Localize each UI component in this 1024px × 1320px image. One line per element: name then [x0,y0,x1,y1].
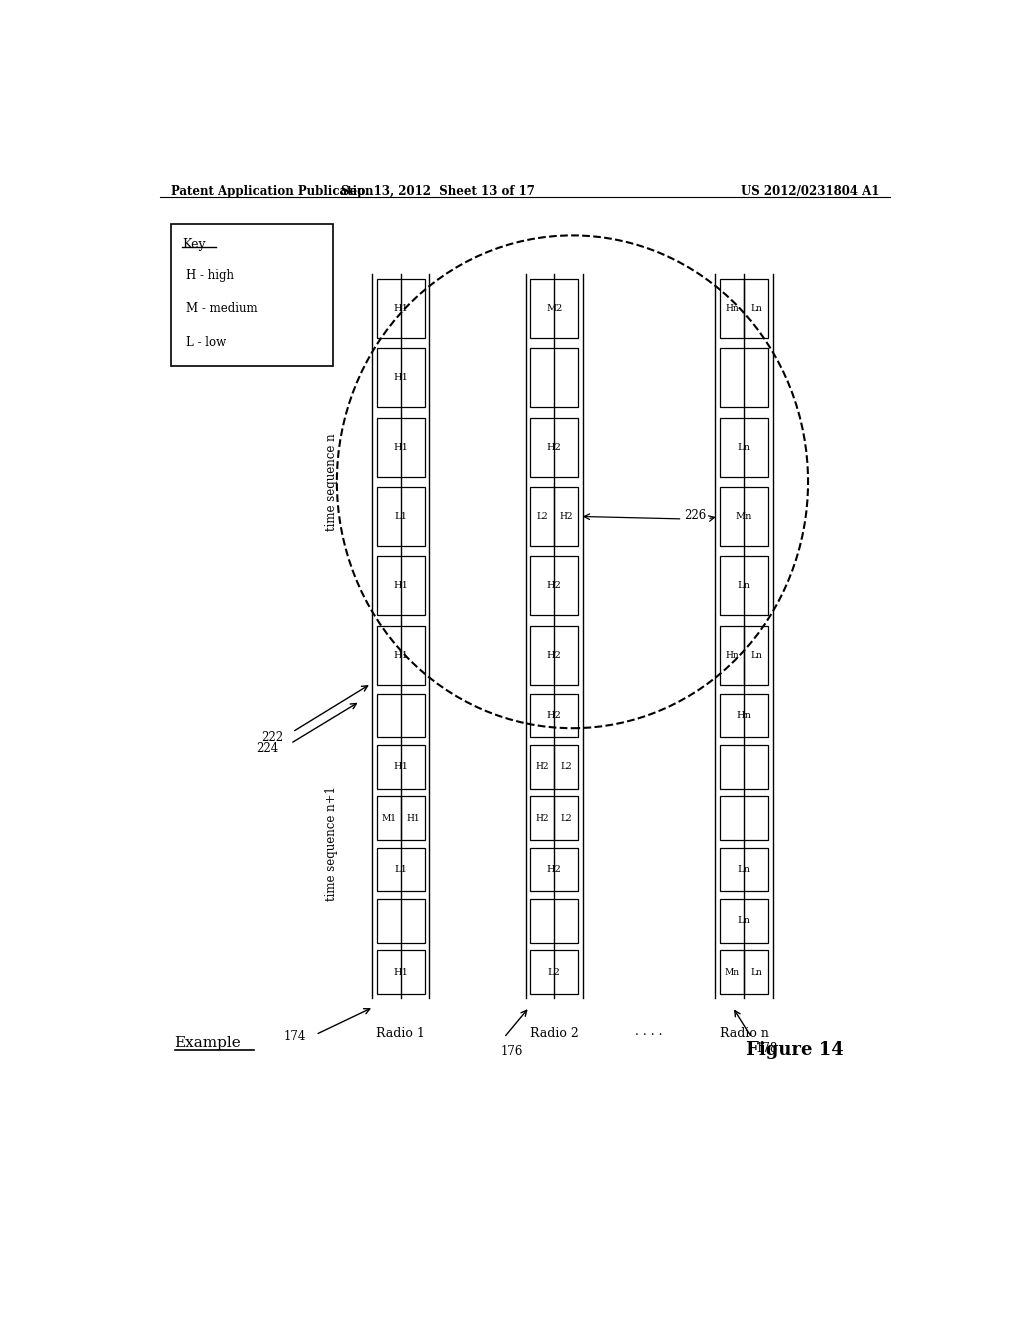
Text: 226: 226 [684,508,707,521]
Text: Ln: Ln [737,442,751,451]
Bar [530,693,579,737]
Text: Figure 14: Figure 14 [745,1041,844,1059]
Text: Ln: Ln [737,581,751,590]
Text: Radio 2: Radio 2 [529,1027,579,1040]
Text: H1: H1 [393,442,409,451]
Bar [530,348,579,408]
Bar [720,556,768,615]
Text: H2: H2 [547,865,562,874]
Text: H1: H1 [393,374,409,383]
Text: Sep. 13, 2012  Sheet 13 of 17: Sep. 13, 2012 Sheet 13 of 17 [341,185,535,198]
Bar [530,796,579,840]
Text: 222: 222 [261,731,283,744]
Text: M2: M2 [546,304,562,313]
Text: Ln: Ln [751,651,762,660]
Text: Ln: Ln [751,304,762,313]
Text: L2: L2 [548,968,561,977]
Text: 178: 178 [756,1043,778,1056]
Text: H2: H2 [536,762,549,771]
Bar [377,279,425,338]
Text: H2: H2 [547,442,562,451]
Text: Ln: Ln [737,916,751,925]
Text: Hn: Hn [725,304,739,313]
Bar [720,348,768,408]
Text: H2: H2 [536,813,549,822]
Text: Mn: Mn [725,968,739,977]
Bar [377,487,425,546]
Bar [377,847,425,891]
Text: Mn: Mn [736,512,753,521]
Text: 224: 224 [256,742,279,755]
Text: H1: H1 [406,813,420,822]
Text: time sequence n+1: time sequence n+1 [325,787,338,902]
Text: L1: L1 [394,512,408,521]
Bar [377,744,425,788]
Text: Key: Key [182,238,206,251]
Text: M1: M1 [381,813,396,822]
Text: time sequence n: time sequence n [325,433,338,531]
Bar [530,556,579,615]
Bar [720,744,768,788]
Text: H1: H1 [393,581,409,590]
Bar [720,899,768,942]
Text: L2: L2 [560,762,572,771]
Bar [377,556,425,615]
Text: L2: L2 [537,512,548,521]
Bar [171,224,334,367]
Text: H1: H1 [393,968,409,977]
Bar [530,279,579,338]
Text: 174: 174 [284,1030,306,1043]
Bar [377,899,425,942]
Text: US 2012/0231804 A1: US 2012/0231804 A1 [740,185,880,198]
Bar [530,626,579,685]
Bar [720,279,768,338]
Bar [720,487,768,546]
Bar [377,348,425,408]
Bar [530,417,579,477]
Bar [720,693,768,737]
Bar [377,626,425,685]
Bar [377,417,425,477]
Bar [530,847,579,891]
Bar [720,417,768,477]
Bar [530,950,579,994]
Text: L2: L2 [560,813,572,822]
Text: Patent Application Publication: Patent Application Publication [171,185,373,198]
Text: Radio 1: Radio 1 [377,1027,425,1040]
Bar [720,796,768,840]
Text: H2: H2 [547,581,562,590]
Bar [530,487,579,546]
Text: . . . .: . . . . [636,1024,663,1038]
Bar [377,796,425,840]
Text: L1: L1 [394,865,408,874]
Bar [377,693,425,737]
Text: H1: H1 [393,651,409,660]
Text: H1: H1 [393,304,409,313]
Text: H2: H2 [547,711,562,719]
Text: M - medium: M - medium [186,302,258,315]
Bar [377,950,425,994]
Text: Example: Example [174,1036,242,1051]
Bar [530,744,579,788]
Text: L - low: L - low [186,337,226,350]
Text: H2: H2 [547,651,562,660]
Bar [530,899,579,942]
Text: 176: 176 [501,1045,523,1059]
Bar [720,950,768,994]
Text: Hn: Hn [736,711,752,719]
Bar [720,847,768,891]
Text: Hn: Hn [725,651,739,660]
Text: Ln: Ln [751,968,762,977]
Text: Radio n: Radio n [720,1027,769,1040]
Text: Ln: Ln [737,865,751,874]
Text: H1: H1 [393,762,409,771]
Bar [720,626,768,685]
Text: H2: H2 [559,512,573,521]
Text: H - high: H - high [186,268,234,281]
